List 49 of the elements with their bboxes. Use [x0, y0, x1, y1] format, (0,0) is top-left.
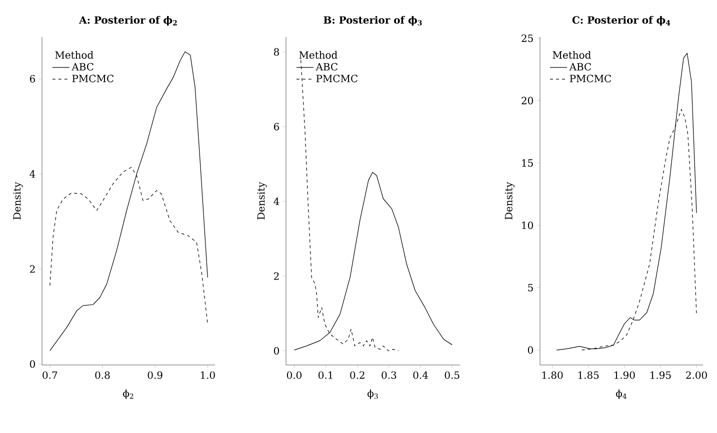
legend-label: PMCMC [570, 74, 612, 82]
x-tick-label: 1.90 [614, 371, 635, 379]
y-tick-label: 0 [274, 347, 280, 355]
x-tick-label: 0.3 [382, 371, 396, 379]
chart-title: B: Posterior of ϕ$_{3}$ [324, 16, 422, 26]
x-tick-label: 0.7 [42, 371, 58, 379]
legend-label: ABC [569, 62, 592, 71]
y-axis-title: Density [13, 182, 23, 220]
y-tick-label: 25 [522, 34, 533, 42]
x-tick-label: 0.8 [95, 371, 110, 379]
x-tick-label: 0.1 [318, 371, 332, 379]
line-series [50, 51, 208, 352]
x-tick-label: 0.5 [444, 371, 460, 379]
y-tick-label: 2 [30, 265, 35, 273]
x-tick-label: 0.0 [286, 371, 302, 379]
x-tick-label: 2.00 [686, 371, 707, 379]
y-tick-label: 8 [274, 48, 279, 56]
y-tick-label: 5 [528, 284, 533, 292]
x-axis-title: ϕ$_{2}$ [123, 389, 134, 400]
x-tick-label: 0.9 [148, 371, 162, 379]
y-tick-label: 0 [528, 346, 534, 354]
legend-label: ABC [316, 62, 338, 71]
legend-title: Method [55, 51, 94, 59]
x-tick-label: 1.95 [650, 371, 671, 379]
y-tick-label: 20 [522, 96, 533, 104]
x-axis-title: ϕ$_{3}$ [368, 389, 378, 400]
legend-title: Method [552, 51, 591, 59]
y-tick-label: 2 [274, 272, 279, 280]
y-tick-label: 6 [274, 122, 280, 130]
legend-label: PMCMC [316, 74, 358, 82]
legend-label: ABC [72, 62, 94, 71]
y-tick-label: 4 [274, 198, 280, 206]
chart-title: A: Posterior of ϕ$_{2}$ [79, 16, 177, 26]
x-tick-label: 0.2 [350, 371, 364, 379]
chart-title: C: Posterior of ϕ$_{4}$ [572, 16, 670, 26]
x-tick-label: 0.4 [413, 371, 428, 379]
x-tick-label: 1.80 [542, 371, 563, 379]
y-tick-label: 6 [30, 75, 36, 83]
y-tick-label: 10 [522, 222, 533, 230]
y-tick-label: 4 [30, 170, 36, 178]
x-axis-title: ϕ$_{4}$ [616, 389, 627, 400]
legend-title: Method [299, 51, 338, 59]
x-tick-label: 1.0 [200, 371, 215, 379]
y-tick-label: 0 [30, 360, 36, 368]
y-axis-title: Density [504, 182, 514, 220]
legend-label: PMCMC [72, 74, 114, 82]
x-tick-label: 1.85 [578, 371, 599, 379]
y-tick-label: 15 [522, 159, 533, 167]
y-axis-title: Density [257, 182, 267, 220]
